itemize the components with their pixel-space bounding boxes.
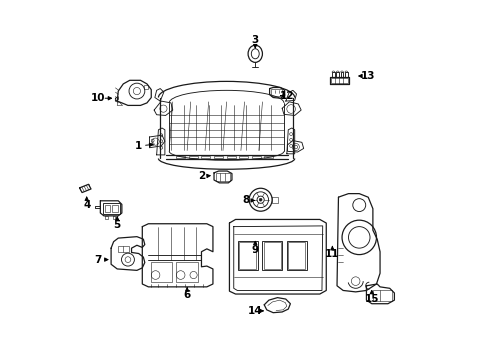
Text: 3: 3	[251, 35, 258, 45]
Text: 1: 1	[135, 141, 142, 151]
Text: 6: 6	[183, 291, 190, 301]
Text: 15: 15	[364, 294, 378, 304]
Text: 7: 7	[94, 255, 102, 265]
Text: 11: 11	[325, 248, 339, 258]
Text: 8: 8	[242, 195, 249, 206]
Bar	[239, 242, 256, 269]
Bar	[264, 156, 273, 158]
Bar	[118, 246, 129, 252]
Bar	[102, 203, 120, 214]
Bar	[104, 205, 110, 212]
Text: 2: 2	[198, 171, 204, 181]
Bar	[214, 156, 223, 158]
Bar	[264, 242, 280, 269]
Text: 9: 9	[251, 245, 258, 255]
Bar	[239, 156, 247, 158]
Text: 10: 10	[91, 93, 105, 103]
Bar	[372, 290, 391, 301]
Bar	[201, 156, 210, 158]
Text: 5: 5	[113, 220, 121, 230]
Text: 13: 13	[360, 71, 375, 81]
Bar	[226, 156, 235, 158]
Bar	[238, 241, 257, 270]
Text: 12: 12	[280, 91, 294, 101]
Bar	[112, 205, 117, 212]
Bar	[176, 156, 185, 158]
Bar	[215, 173, 230, 181]
Bar	[271, 89, 282, 96]
Bar	[188, 156, 198, 158]
Bar	[287, 242, 305, 269]
Bar	[144, 85, 148, 89]
Bar	[175, 262, 198, 282]
Bar	[251, 156, 260, 158]
Circle shape	[259, 198, 262, 201]
Text: 14: 14	[247, 306, 262, 316]
Text: 4: 4	[83, 200, 90, 210]
Bar	[262, 241, 282, 270]
Bar	[330, 78, 347, 83]
Bar	[150, 262, 172, 282]
Bar	[286, 241, 306, 270]
